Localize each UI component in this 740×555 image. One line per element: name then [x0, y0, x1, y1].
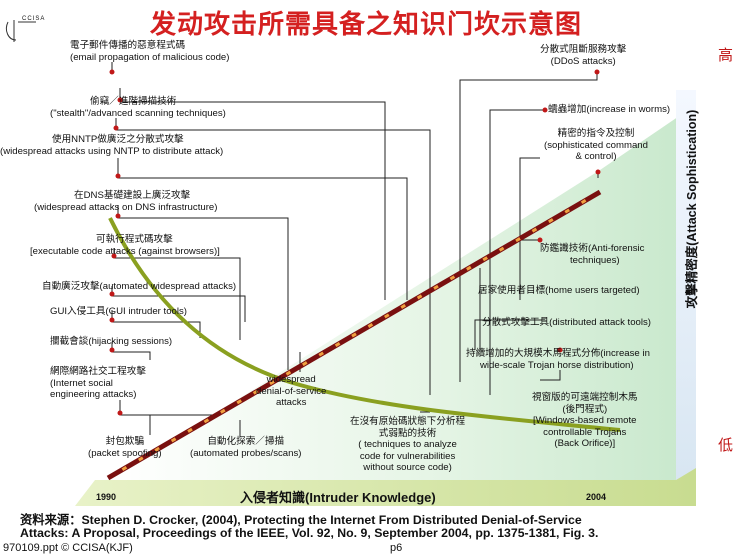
line-mark: [466, 265, 472, 271]
label-windows-trojans: 視窗版的可遠端控制木馬 (後門程式) [Windows-based remote …: [532, 392, 638, 449]
axis-high-label: 高: [718, 46, 734, 64]
label-nntp-attacks: 使用NNTP做廣泛之分散式攻擊 (widespread attacks using…: [0, 134, 224, 157]
label-dns-attacks: 在DNS基礎建設上廣泛攻擊 (widespread attacks on DNS …: [34, 190, 218, 213]
logo-text: CCISA: [22, 16, 46, 22]
line-mark: [154, 446, 160, 452]
line-mark: [138, 456, 144, 462]
ccisa-logo: [5, 20, 36, 42]
line-mark: [367, 322, 374, 328]
line-mark: [220, 408, 226, 414]
label-increase-worms: 蠕蟲增加(increase in worms): [548, 104, 671, 115]
year-start-label: 1990: [96, 492, 117, 502]
label-stealth-scanning: 偷竊／進階掃描技術 ("stealth"/advanced scanning te…: [50, 96, 226, 119]
label-anchor-dots: [109, 69, 601, 416]
footer-page-number: p6: [390, 542, 403, 554]
line-mark: [187, 427, 193, 433]
line-mark: [236, 399, 242, 405]
axis-low-label: 低: [718, 436, 734, 454]
line-mark: [269, 380, 275, 386]
source-citation-line2: Attacks: A Proposal, Proceedings of the …: [20, 526, 599, 540]
year-end-label: 2004: [586, 492, 607, 502]
line-mark: [334, 342, 341, 348]
label-executable-code-attacks: 可執行程式碼攻擊 [executable code attacks (agains…: [30, 234, 220, 257]
line-mark: [416, 294, 423, 300]
label-home-users-targeted: 居家使用者目標(home users targeted): [478, 285, 640, 296]
label-packet-spoofing: 封包欺騙 (packet spoofing): [88, 436, 162, 459]
line-mark: [531, 227, 538, 233]
label-automated-widespread: 自動廣泛攻擊(automated widespread attacks): [42, 281, 237, 292]
background-band: [110, 110, 688, 480]
line-mark: [121, 465, 128, 471]
label-anti-forensic: 防鑑識技術(Anti-forensic techniques): [540, 243, 645, 266]
line-mark: [449, 275, 456, 281]
line-mark: [318, 351, 324, 357]
label-widespread-dos: widespread denial-of-service attacks: [256, 374, 327, 408]
line-mark: [580, 199, 587, 205]
line-mark: [384, 313, 390, 319]
footer-file-label: 970109.ppt © CCISA(KJF): [3, 542, 133, 554]
line-mark: [302, 361, 308, 367]
label-gui-intruder-tools: GUI入侵工具(GUI intruder tools): [50, 306, 188, 317]
line-mark: [548, 218, 554, 224]
line-mark: [400, 303, 406, 309]
axis-side-panel: [676, 90, 696, 480]
label-social-engineering: 網際網路社交工程攻擊 (Internet social engineering a…: [50, 366, 146, 400]
line-mark: [498, 246, 505, 252]
axis-floor-band: [75, 468, 696, 506]
source-citation-line1: 资料来源：Stephen D. Crocker, (2004), Protect…: [20, 513, 582, 527]
line-mark: [203, 418, 210, 424]
label-distributed-attack-tools: 分散式攻擊工具(distributed attack tools): [482, 317, 652, 328]
label-trojan-distribution: 持續增加的大規模木馬程式分佈(increase in wide-scale Tro…: [466, 348, 650, 371]
line-mark: [564, 208, 570, 214]
label-email-malicious-code: 電子郵件傳播的惡意程式碼 (email propagation of malici…: [70, 40, 230, 63]
line-mark: [433, 284, 439, 290]
label-hijacking-sessions: 攔截會談(hijacking sessions): [50, 336, 173, 347]
line-mark: [252, 389, 259, 395]
line-mark: [170, 437, 177, 443]
intruder-knowledge-curve: [108, 217, 621, 432]
line-mark: [515, 237, 521, 243]
label-analyze-code-technique: 在沒有原始碼狀態下分析程 式弱點的技術 ( techniques to analy…: [350, 416, 466, 473]
sophistication-line-marks: [121, 199, 587, 471]
label-ddos-attacks: 分散式阻斷服務攻擊 (DDoS attacks): [540, 44, 627, 67]
label-command-control: 精密的指令及控制 (sophisticated command & control…: [544, 128, 648, 162]
line-mark: [285, 370, 292, 376]
label-automated-probes: 自動化探索／掃描 (automated probes/scans): [190, 436, 302, 459]
page-title: 发动攻击所需具备之知识门坎示意图: [150, 10, 583, 40]
x-axis-label: 入侵者知識(Intruder Knowledge): [240, 490, 436, 505]
line-mark: [482, 256, 488, 262]
y-axis-label: 攻擊精密度(Attack Sophistication): [685, 109, 699, 309]
line-mark: [351, 332, 357, 338]
